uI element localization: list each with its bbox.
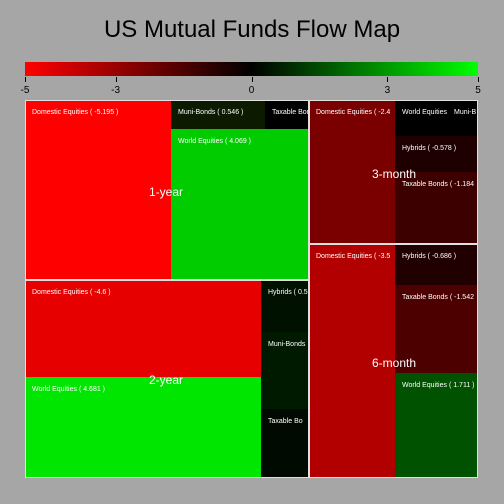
treemap-cell-label: Muni-Bonds ( 0.546 ): [178, 109, 244, 116]
treemap-cell-label: World Equities ( 4.069 ): [178, 138, 252, 145]
treemap-cell-label: World Equities: [402, 109, 447, 116]
color-scale-tick: [252, 77, 253, 82]
chart-title: US Mutual Funds Flow Map: [103, 16, 401, 43]
treemap-cell-taxable-bonds: Taxable Bonds ( -1.184: [395, 172, 478, 244]
treemap-cell-label: Muni-Bonds: [268, 341, 306, 348]
treemap-cell-muni-bonds: Muni-Bonds: [261, 332, 309, 409]
treemap-cell-label: Taxable Bonds ( -1.542: [402, 294, 474, 301]
treemap-cell-world-equities: World Equities ( 1.711 ): [395, 373, 478, 478]
treemap-cell-label: Domestic Equities ( -5.195 ): [32, 109, 119, 116]
treemap-cell-world-equities: World Equities ( 4.681 ): [25, 377, 261, 478]
treemap-cell-label: Domestic Equities ( -2.4: [316, 109, 391, 116]
treemap-cell-label: Taxable Bonds ( -1.184: [402, 181, 474, 188]
treemap-cell-label: Domestic Equities ( -4.6 ): [32, 289, 111, 296]
treemap-cell-label: Hybrids ( -0.686 ): [402, 253, 457, 260]
treemap-cell-domestic-equities: Domestic Equities ( -2.4: [309, 100, 395, 244]
treemap-cell-label: World Equities ( 1.711 ): [402, 382, 475, 389]
treemap-cell-hybrids: Hybrids ( -0.686 ): [395, 244, 478, 285]
treemap-cell-label: Domestic Equities ( -3.5: [316, 253, 391, 260]
treemap-cell-domestic-equities: Domestic Equities ( -4.6 ): [25, 280, 261, 377]
treemap-cell-label: Hybrids ( -0.578 ): [402, 145, 457, 152]
group-3-month: Domestic Equities ( -2.4 World Equities Mu…: [309, 100, 478, 244]
treemap-cell-label: Taxable Bo: [268, 418, 303, 425]
treemap-cell-world-equities: World Equities ( 4.069 ): [171, 129, 309, 280]
color-scale-tick: [478, 77, 479, 82]
color-scale-tick-label: 0: [248, 85, 255, 96]
color-scale-tick-label: 5: [475, 85, 481, 96]
treemap-cell-domestic-equities: Domestic Equities ( -3.5: [309, 244, 395, 478]
color-scale-tick: [25, 77, 26, 82]
color-scale-tick-label: 3: [384, 85, 391, 96]
color-scale-tick-label: -5: [20, 85, 30, 96]
group-2-year: Domestic Equities ( -4.6 ) World Equities…: [25, 280, 309, 478]
group-label: 2-year: [148, 373, 184, 387]
treemap-cell-taxable-bonds: Taxable Bonds ( -1.542: [395, 285, 478, 373]
treemap-cell-muni-bonds: Muni-Bonds ( 0.546 ): [171, 100, 265, 129]
group-1-year: Domestic Equities ( -5.195 ) Muni-Bonds (…: [25, 100, 309, 280]
color-scale-bar: [25, 62, 478, 76]
group-label: 3-month: [371, 167, 417, 181]
treemap-cell-muni-bonds: Muni-B: [447, 100, 478, 136]
treemap-cell-taxable-bonds: Taxable Bo: [261, 409, 309, 478]
group-6-month: Domestic Equities ( -3.5 Hybrids ( -0.686…: [309, 244, 478, 478]
treemap-cell-domestic-equities: Domestic Equities ( -5.195 ): [25, 100, 171, 280]
group-label: 6-month: [371, 356, 417, 370]
treemap-cell-label: Hybrids ( 0.5: [268, 289, 308, 296]
treemap-cell-taxable-bonds: Taxable Bonds: [265, 100, 309, 129]
treemap-cell-label: Muni-B: [454, 109, 477, 116]
color-scale-tick: [116, 77, 117, 82]
treemap-cell-world-equities: World Equities: [395, 100, 447, 136]
group-label: 1-year: [148, 185, 184, 199]
color-scale-tick: [387, 77, 388, 82]
treemap-cell-label: World Equities ( 4.681 ): [32, 386, 106, 393]
color-scale-tick-label: -3: [111, 85, 121, 96]
treemap: Domestic Equities ( -5.195 ) Muni-Bonds (…: [25, 100, 478, 478]
treemap-cell-hybrids: Hybrids ( 0.5: [261, 280, 309, 332]
treemap-cell-hybrids: Hybrids ( -0.578 ): [395, 136, 478, 172]
treemap-cell-label: Taxable Bonds: [272, 109, 309, 116]
